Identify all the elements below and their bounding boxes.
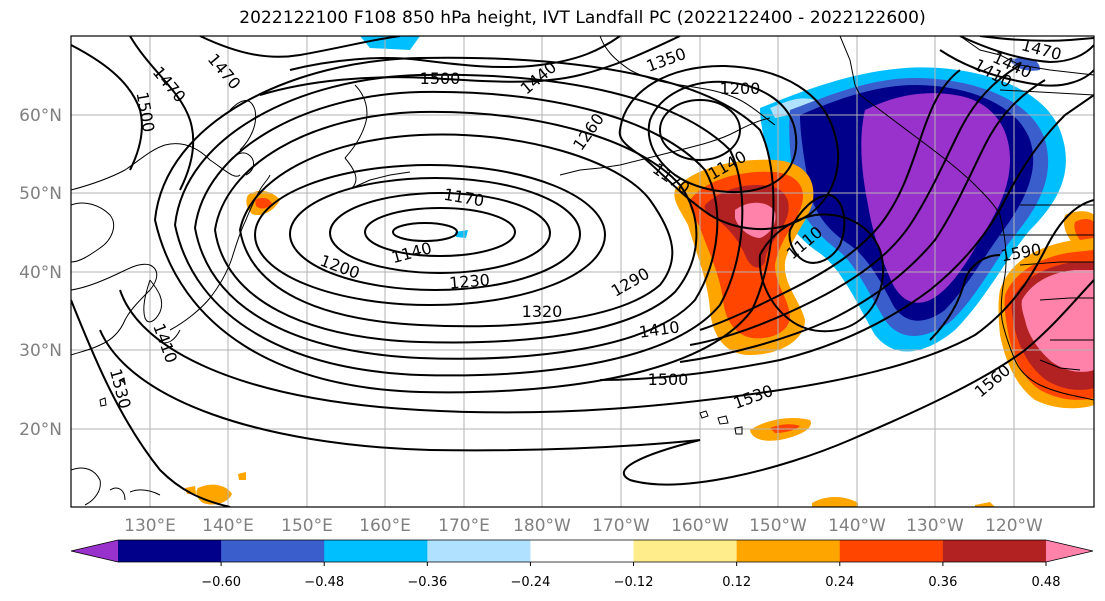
contour-label: 1500 <box>648 370 689 389</box>
lat-label: 40°N <box>19 263 62 283</box>
colorbar-segment <box>942 540 1047 562</box>
lon-label: 130°E <box>124 516 176 536</box>
page-title: 2022122100 F108 850 hPa height, IVT Land… <box>239 8 926 28</box>
lat-label: 60°N <box>19 106 62 126</box>
colorbar-segment <box>221 540 325 562</box>
longitude-labels: 130°E 140°E 150°E 160°E 170°E 180°W 170°… <box>124 516 1043 536</box>
colorbar-segment <box>427 540 531 562</box>
colorbar-segment <box>633 540 738 562</box>
colorbar: −0.60 −0.48 −0.36 −0.24 −0.12 0.12 0.24 0.36 0.4… <box>70 539 1094 590</box>
lon-label: 120°W <box>985 516 1043 536</box>
lon-label: 140°W <box>828 516 886 536</box>
contour-label: 1230 <box>448 270 490 292</box>
latitude-labels: 60°N 50°N 40°N 30°N 20°N <box>19 106 62 440</box>
colorbar-extend-low <box>71 540 118 562</box>
lon-label: 130°W <box>906 516 964 536</box>
lon-label: 150°E <box>281 516 333 536</box>
colorbar-tick-label: −0.36 <box>407 575 447 590</box>
contour-label: 1320 <box>522 302 563 321</box>
lat-label: 20°N <box>19 420 62 440</box>
colorbar-tick-label: −0.48 <box>304 575 344 590</box>
colorbar-outline <box>70 539 1094 563</box>
colorbar-segment <box>839 540 944 562</box>
graticule <box>71 36 1094 507</box>
lon-label: 180°W <box>513 516 571 536</box>
lat-label: 50°N <box>19 184 62 204</box>
colorbar-tick-label: 0.48 <box>1032 575 1061 590</box>
contour-label: 1500 <box>420 69 461 88</box>
colorbar-tick-label: 0.12 <box>722 575 751 590</box>
height-contours <box>71 36 1094 507</box>
colorbar-tick-label: 0.24 <box>825 575 854 590</box>
lon-label: 160°E <box>359 516 411 536</box>
lat-label: 30°N <box>19 341 62 361</box>
contour-label: 1200 <box>720 79 761 98</box>
lon-label: 150°W <box>749 516 807 536</box>
lon-label: 170°W <box>592 516 650 536</box>
lon-label: 140°E <box>202 516 254 536</box>
colorbar-segment <box>736 540 841 562</box>
ivt-positive-shading <box>185 159 1094 507</box>
colorbar-tick-label: −0.12 <box>614 575 654 590</box>
colorbar-extend-high <box>1046 540 1093 562</box>
colorbar-segment <box>530 540 635 562</box>
colorbar-segments <box>71 540 1093 562</box>
lon-label: 160°W <box>671 516 729 536</box>
colorbar-ticks: −0.60 −0.48 −0.36 −0.24 −0.12 0.12 0.24 0.36 0.4… <box>201 562 1061 590</box>
colorbar-segment <box>324 540 428 562</box>
map-frame <box>70 35 1095 508</box>
colorbar-segment <box>118 540 222 562</box>
lon-label: 170°E <box>438 516 490 536</box>
colorbar-tick-label: 0.36 <box>928 575 957 590</box>
colorbar-tick-label: −0.60 <box>201 575 241 590</box>
colorbar-tick-label: −0.24 <box>511 575 551 590</box>
